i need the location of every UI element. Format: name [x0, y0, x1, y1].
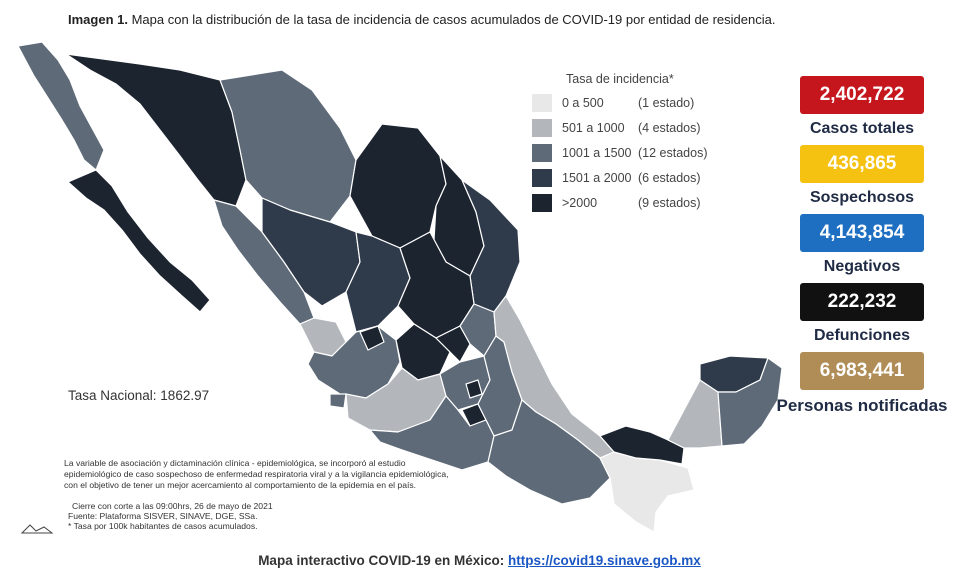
state-aguascalientes[interactable] [359, 325, 385, 351]
state-chihuahua[interactable] [219, 69, 357, 223]
notified-value: 6,983,441 [800, 352, 924, 390]
state-queretaro[interactable] [435, 325, 471, 363]
total-cases-label: Casos totales [809, 120, 915, 137]
total-cases-value: 2,402,722 [800, 76, 924, 114]
legend-range: 1501 a 2000 [562, 170, 632, 185]
legend-swatch [532, 118, 552, 137]
legend-item: 501 a 1000 (4 estados) [532, 115, 707, 140]
map-logo-icon [20, 524, 54, 534]
suspected-value: 436,865 [800, 145, 924, 183]
figure-title: Imagen 1. Mapa con la distribución de la… [68, 12, 776, 27]
interactive-map-link[interactable]: https://covid19.sinave.gob.mx [508, 553, 701, 568]
deaths-value: 222,232 [800, 283, 924, 321]
source-line: Fuente: Plataforma SISVER, SINAVE, DGE, … [68, 511, 258, 521]
legend-count: (4 estados) [638, 120, 701, 135]
cut-date: Cierre con corte a las 09:00hrs, 26 de m… [72, 501, 273, 511]
legend-range: 501 a 1000 [562, 120, 625, 135]
note-line: con el objetivo de tener un mejor acerca… [64, 480, 417, 490]
state-campeche[interactable] [667, 379, 723, 449]
legend-range: 1001 a 1500 [562, 145, 632, 160]
suspected-label: Sospechosos [809, 189, 915, 206]
state-baja-california-sur[interactable] [67, 169, 211, 313]
source-note: Cierre con corte a las 09:00hrs, 26 de m… [68, 501, 273, 531]
state-baja-california[interactable] [17, 41, 105, 171]
state-colima[interactable] [329, 393, 347, 409]
national-rate: Tasa Nacional: 1862.97 [68, 388, 210, 403]
rate-footnote: * Tasa por 100k habitantes de casos acum… [68, 521, 258, 531]
legend-item: >2000 (9 estados) [532, 190, 707, 215]
legend-item: 0 a 500 (1 estado) [532, 90, 707, 115]
legend-range: >2000 [562, 195, 598, 210]
deaths-label: Defunciones [813, 327, 910, 344]
state-quintana-roo[interactable] [717, 357, 783, 447]
incidence-legend: Tasa de incidencia* 0 a 500 (1 estado) 5… [532, 72, 707, 215]
legend-swatch [532, 193, 552, 212]
state-guerrero[interactable] [369, 395, 495, 471]
legend-count: (6 estados) [638, 170, 701, 185]
legend-count: (12 estados) [638, 145, 708, 160]
state-tabasco[interactable] [599, 425, 685, 465]
notified-label: Personas notificadas [776, 396, 948, 415]
negatives-value: 4,143,854 [800, 214, 924, 252]
legend-item: 1501 a 2000 (6 estados) [532, 165, 707, 190]
legend-title: Tasa de incidencia* [566, 72, 674, 86]
legend-swatch [532, 143, 552, 162]
note-line: La variable de asociación y dictaminació… [64, 458, 406, 468]
state-cdmx[interactable] [465, 379, 483, 399]
legend-item: 1001 a 1500 (12 estados) [532, 140, 707, 165]
methodology-note: La variable de asociación y dictaminació… [64, 458, 484, 491]
legend-range: 0 a 500 [562, 95, 604, 110]
state-zacatecas[interactable] [345, 231, 411, 333]
state-coahuila[interactable] [349, 123, 447, 249]
negatives-label: Negativos [823, 258, 901, 275]
legend-count: (9 estados) [638, 195, 701, 210]
note-line: epidemiológico de caso sospechoso de enf… [64, 469, 449, 479]
legend-swatch [532, 93, 552, 112]
footer-text: Mapa interactivo COVID-19 en México: [258, 553, 509, 568]
footer: Mapa interactivo COVID-19 en México: htt… [0, 553, 959, 568]
legend-swatch [532, 168, 552, 187]
stats-panel: 2,402,722 Casos totales 436,865 Sospecho… [768, 76, 956, 423]
legend-count: (1 estado) [638, 95, 695, 110]
